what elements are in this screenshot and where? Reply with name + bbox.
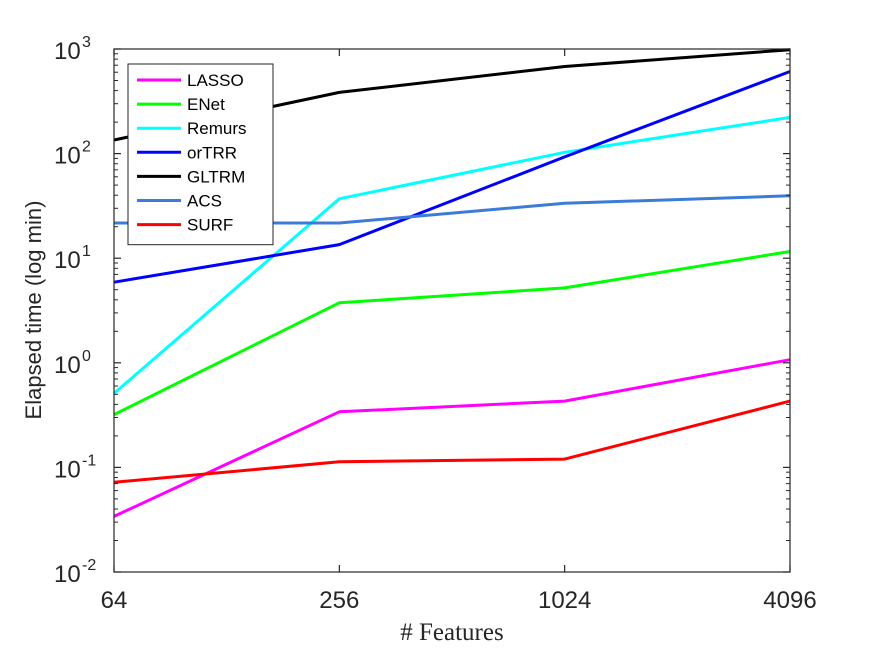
legend-label: ACS <box>187 192 222 211</box>
legend-box <box>127 63 274 246</box>
series-line-ortrr <box>113 70 791 284</box>
series-line-remurs <box>113 115 791 395</box>
legend-label: ENet <box>187 95 225 114</box>
x-tick-label: 64 <box>101 587 128 614</box>
y-tick-base: 10 <box>54 38 81 65</box>
x-tick-label: 4096 <box>763 587 816 614</box>
legend-label: SURF <box>187 216 233 235</box>
plot-frame <box>113 48 791 573</box>
series-line-lasso <box>113 358 791 518</box>
y-axis-title: Elapsed time (log min) <box>21 201 46 420</box>
y-tick-exponent: -2 <box>82 557 96 574</box>
legend-entry: ACS <box>137 192 222 211</box>
y-tick-exponent: 0 <box>82 348 91 365</box>
y-tick-base: 10 <box>54 561 81 588</box>
series-line-enet <box>113 250 791 416</box>
legend-label: Remurs <box>187 119 247 138</box>
series-line-surf <box>113 399 791 484</box>
y-tick-base: 10 <box>54 352 81 379</box>
y-tick-label: 10 0 <box>54 348 91 379</box>
legend-entry: SURF <box>137 216 233 235</box>
legend: LASSO ENet Remurs orTRR GLTRM ACS SURF <box>127 63 274 246</box>
y-tick-label: 10 -2 <box>54 557 96 588</box>
y-tick-exponent: 2 <box>82 139 91 156</box>
y-tick-label: 10 -1 <box>54 452 96 483</box>
legend-entry: LASSO <box>137 71 244 90</box>
y-tick-label: 10 2 <box>54 139 91 170</box>
legend-entry: GLTRM <box>137 167 245 186</box>
legend-label: orTRR <box>187 143 237 162</box>
series-layer <box>113 48 791 518</box>
legend-entry: Remurs <box>137 119 247 138</box>
legend-label: LASSO <box>187 71 244 90</box>
y-tick-exponent: 3 <box>82 34 91 51</box>
x-tick-label: 256 <box>319 587 359 614</box>
x-tick-label: 1024 <box>538 587 591 614</box>
legend-label: GLTRM <box>187 167 245 186</box>
legend-entry: orTRR <box>137 143 237 162</box>
y-tick-base: 10 <box>54 143 81 170</box>
x-axis-title: # Features <box>400 619 503 646</box>
y-tick-exponent: 1 <box>82 243 91 260</box>
legend-entry: ENet <box>137 95 225 114</box>
y-tick-exponent: -1 <box>82 452 96 469</box>
y-tick-label: 10 1 <box>54 243 91 274</box>
y-tick-base: 10 <box>54 456 81 483</box>
y-tick-base: 10 <box>54 247 81 274</box>
y-tick-label: 10 3 <box>54 34 91 65</box>
